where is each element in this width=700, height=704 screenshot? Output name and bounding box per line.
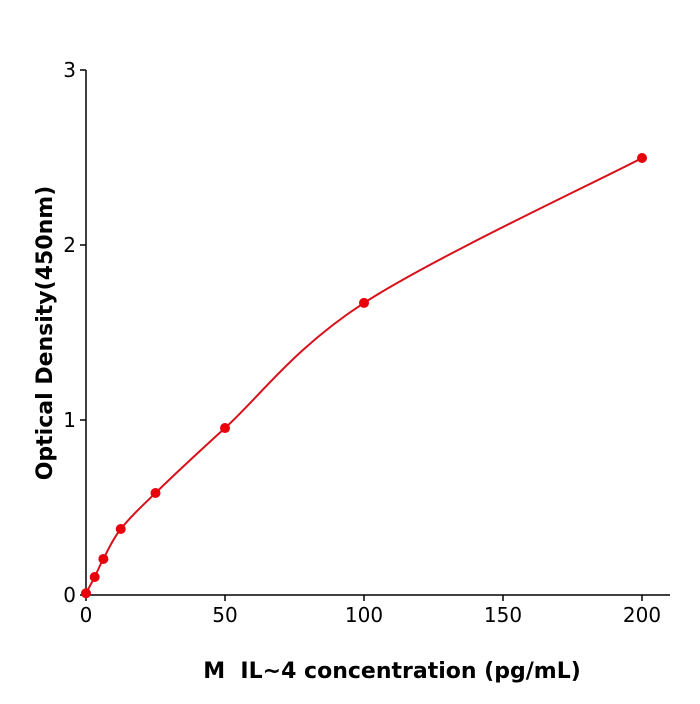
data-point [89,571,100,582]
x-tick-label: 100 [345,603,383,627]
data-point [637,153,647,164]
x-tick-label: 150 [484,603,522,627]
x-tick-label: 50 [212,603,237,627]
y-tick-label: 0 [63,583,76,607]
data-point [98,553,109,564]
data-point [359,297,369,308]
x-tick-label: 200 [623,603,661,627]
fit-curve [85,157,643,594]
data-point [81,588,91,599]
y-axis-label: Optical Density(450nm) [33,186,58,481]
y-tick-label: 1 [63,408,76,432]
y-tick-label: 2 [63,233,76,257]
data-point [150,487,161,498]
x-tick-label: 0 [80,603,93,627]
data-point [220,423,230,434]
y-tick-label: 3 [63,58,76,82]
data-point [115,524,126,535]
x-axis-label: M IL~4 concentration (pg/mL) [203,659,581,684]
